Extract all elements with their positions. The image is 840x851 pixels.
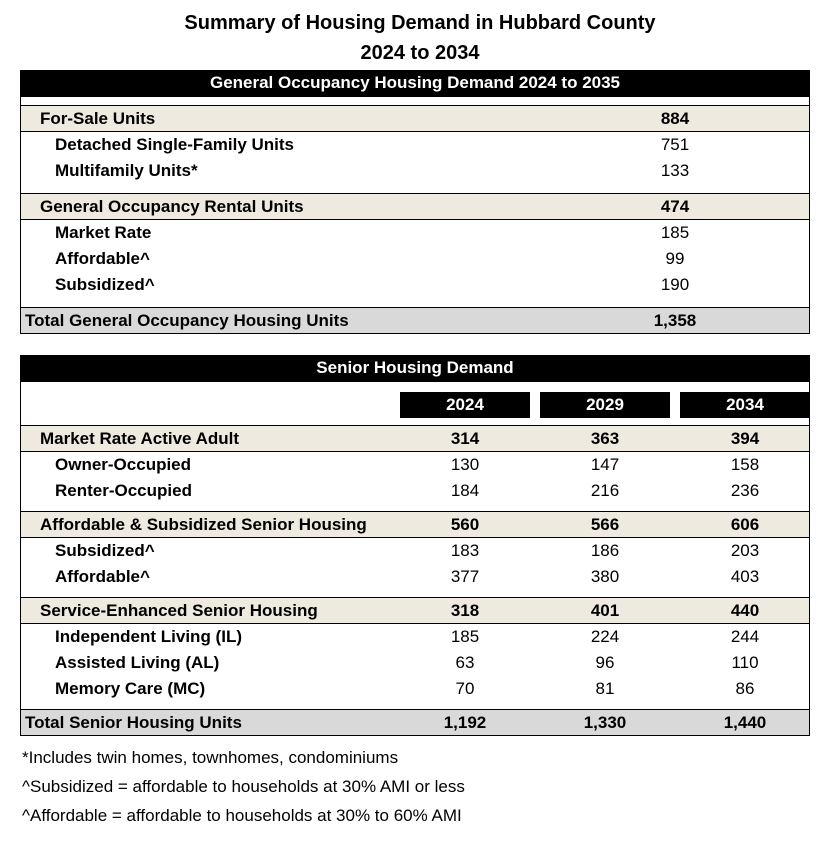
group-value: 440 xyxy=(730,601,760,620)
subtitle: 2024 to 2034 xyxy=(360,42,480,64)
group-row xyxy=(20,106,810,131)
group-value: 314 xyxy=(450,429,480,448)
group-label: Market Rate Active Adult xyxy=(40,429,240,448)
row-value: 133 xyxy=(660,161,690,180)
total-value: 1,330 xyxy=(583,713,627,732)
group-label: General Occupancy Rental Units xyxy=(40,197,304,216)
group-row xyxy=(20,194,810,219)
row-value: 380 xyxy=(590,567,620,586)
total-value: 1,192 xyxy=(443,713,487,732)
row-value: 86 xyxy=(735,679,755,698)
rule xyxy=(20,105,810,106)
row-label: Assisted Living (AL) xyxy=(55,653,220,672)
row-label: Subsidized^ xyxy=(55,275,155,294)
row-value: 99 xyxy=(665,249,685,268)
group-row xyxy=(20,426,810,451)
total-value: 1,440 xyxy=(723,713,767,732)
rule xyxy=(20,193,810,194)
year-header: 2029 xyxy=(540,392,670,418)
row-value: 96 xyxy=(595,653,615,672)
footnote: ^Affordable = affordable to households a… xyxy=(22,806,462,825)
group-value: 566 xyxy=(590,515,620,534)
rule xyxy=(20,623,810,624)
table-header: Senior Housing Demand xyxy=(20,355,810,381)
row-value: 203 xyxy=(730,541,760,560)
row-label: Renter-Occupied xyxy=(55,481,192,500)
total-value: 1,358 xyxy=(653,311,697,330)
rule xyxy=(20,511,810,512)
rule xyxy=(20,597,810,598)
table-header: General Occupancy Housing Demand 2024 to… xyxy=(20,70,810,96)
rule xyxy=(20,131,810,132)
total-row xyxy=(20,710,810,736)
rule xyxy=(20,425,810,426)
row-value: 183 xyxy=(450,541,480,560)
rule xyxy=(20,451,810,452)
group-value: 884 xyxy=(660,109,690,128)
row-value: 158 xyxy=(730,455,760,474)
row-value: 147 xyxy=(590,455,620,474)
total-label: Total General Occupancy Housing Units xyxy=(25,311,349,330)
title: Summary of Housing Demand in Hubbard Cou… xyxy=(184,12,656,34)
row-label: Independent Living (IL) xyxy=(55,627,242,646)
group-label: For-Sale Units xyxy=(40,109,156,128)
rule xyxy=(20,537,810,538)
row-label: Multifamily Units* xyxy=(55,161,198,180)
group-value: 394 xyxy=(730,429,760,448)
row-value: 751 xyxy=(660,135,690,154)
group-value: 318 xyxy=(450,601,480,620)
row-value: 185 xyxy=(660,223,690,242)
row-value: 377 xyxy=(450,567,480,586)
row-value: 190 xyxy=(660,275,690,294)
row-value: 185 xyxy=(450,627,480,646)
row-label: Market Rate xyxy=(55,223,152,242)
group-value: 401 xyxy=(590,601,620,620)
row-value: 130 xyxy=(450,455,480,474)
row-label: Affordable^ xyxy=(55,567,150,586)
footnote: ^Subsidized = affordable to households a… xyxy=(22,777,465,796)
row-value: 186 xyxy=(590,541,620,560)
row-value: 110 xyxy=(731,653,759,672)
row-value: 70 xyxy=(455,679,475,698)
group-value: 606 xyxy=(730,515,760,534)
row-value: 403 xyxy=(730,567,760,586)
group-label: Affordable & Subsidized Senior Housing xyxy=(40,515,367,534)
group-row xyxy=(20,598,810,623)
group-value: 560 xyxy=(450,515,480,534)
row-value: 184 xyxy=(450,481,480,500)
row-value: 216 xyxy=(590,481,620,500)
rule xyxy=(20,307,810,308)
table-border xyxy=(20,381,810,736)
row-label: Memory Care (MC) xyxy=(55,679,206,698)
total-label: Total Senior Housing Units xyxy=(25,713,242,732)
table-border xyxy=(20,96,810,334)
rule xyxy=(20,709,810,710)
year-header: 2034 xyxy=(680,392,810,418)
row-value: 63 xyxy=(455,653,475,672)
group-value: 474 xyxy=(660,197,690,216)
row-label: Affordable^ xyxy=(55,249,150,268)
row-label: Subsidized^ xyxy=(55,541,155,560)
footnote: *Includes twin homes, townhomes, condomi… xyxy=(22,748,399,767)
rule xyxy=(20,219,810,220)
row-value: 81 xyxy=(595,679,615,698)
group-label: Service-Enhanced Senior Housing xyxy=(40,601,318,620)
row-value: 244 xyxy=(730,627,760,646)
group-value: 363 xyxy=(590,429,620,448)
group-row xyxy=(20,512,810,537)
row-label: Detached Single-Family Units xyxy=(55,135,294,154)
total-row xyxy=(20,308,810,334)
row-label: Owner-Occupied xyxy=(55,455,192,474)
row-value: 224 xyxy=(590,627,620,646)
year-header: 2024 xyxy=(400,392,530,418)
row-value: 236 xyxy=(730,481,760,500)
